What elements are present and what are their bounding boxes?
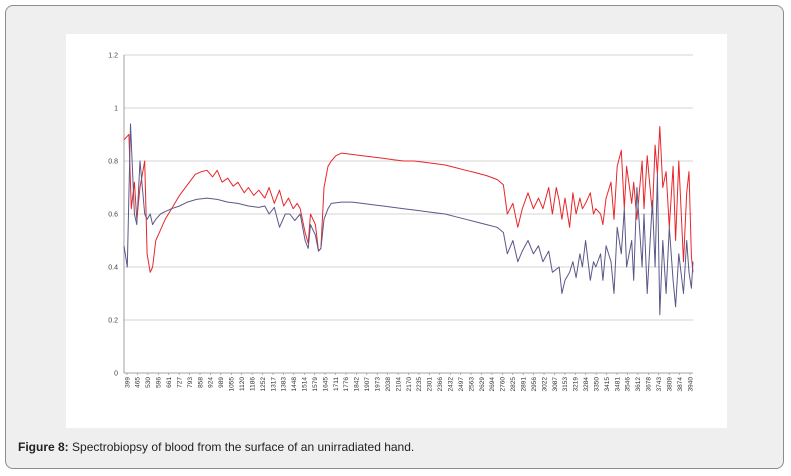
x-tick-label: 399 bbox=[124, 377, 131, 388]
x-tick-label: 1514 bbox=[302, 377, 309, 392]
x-tick-label: 727 bbox=[176, 377, 183, 388]
x-tick-label: 2432 bbox=[448, 377, 455, 392]
x-tick-label: 3087 bbox=[552, 377, 559, 392]
x-tick-label: 924 bbox=[208, 377, 215, 388]
x-tick-label: 2694 bbox=[489, 377, 496, 392]
y-tick-label: 0.8 bbox=[108, 159, 118, 166]
y-tick-label: 1 bbox=[114, 106, 118, 113]
x-tick-label: 1055 bbox=[229, 377, 236, 392]
x-tick-label: 1383 bbox=[281, 377, 288, 392]
x-tick-label: 1448 bbox=[291, 377, 298, 392]
figure-caption: Figure 8: Spectrobiopsy of blood from th… bbox=[18, 440, 414, 454]
series-line-blue bbox=[123, 123, 694, 316]
x-tick-label: 1973 bbox=[375, 377, 382, 392]
x-tick-label: 3153 bbox=[562, 377, 569, 392]
x-tick-label: 1252 bbox=[260, 377, 267, 392]
x-tick-label: 596 bbox=[156, 377, 163, 388]
x-tick-label: 661 bbox=[166, 377, 173, 388]
x-tick-label: 2760 bbox=[500, 377, 507, 392]
x-tick-label: 3219 bbox=[573, 377, 580, 392]
x-tick-label: 1317 bbox=[270, 377, 277, 392]
x-tick-label: 1645 bbox=[322, 377, 329, 392]
y-tick-label: 0 bbox=[114, 371, 118, 378]
y-tick-label: 0.6 bbox=[108, 212, 118, 219]
x-tick-label: 2563 bbox=[468, 377, 475, 392]
y-tick-label: 0.2 bbox=[108, 318, 118, 325]
x-tick-label: 2038 bbox=[385, 377, 392, 392]
series-line-red bbox=[123, 126, 694, 273]
x-tick-label: 1579 bbox=[312, 377, 319, 392]
x-tick-label: 2956 bbox=[531, 377, 538, 392]
x-tick-label: 3678 bbox=[646, 377, 653, 392]
y-tick-label: 1.2 bbox=[108, 53, 118, 60]
x-tick-label: 2629 bbox=[479, 377, 486, 392]
x-tick-label: 2170 bbox=[406, 377, 413, 392]
x-tick-label: 3940 bbox=[687, 377, 694, 392]
x-tick-label: 1711 bbox=[333, 377, 340, 391]
x-tick-label: 1120 bbox=[239, 377, 246, 391]
x-tick-label: 2301 bbox=[427, 377, 434, 392]
x-tick-label: 1907 bbox=[364, 377, 371, 392]
x-tick-label: 2891 bbox=[520, 377, 527, 392]
x-tick-label: 530 bbox=[145, 377, 152, 388]
x-tick-label: 989 bbox=[218, 377, 225, 388]
x-tick-label: 858 bbox=[197, 377, 204, 388]
x-tick-label: 3612 bbox=[635, 377, 642, 392]
x-tick-label: 3481 bbox=[614, 377, 621, 392]
x-tick-label: 2366 bbox=[437, 377, 444, 392]
x-tick-label: 465 bbox=[135, 377, 142, 388]
x-tick-label: 1776 bbox=[343, 377, 350, 392]
x-tick-label: 3546 bbox=[625, 377, 632, 392]
x-tick-label: 3809 bbox=[666, 377, 673, 392]
x-tick-label: 2235 bbox=[416, 377, 423, 392]
figure-caption-text: Spectrobiopsy of blood from the surface … bbox=[72, 440, 415, 454]
x-tick-label: 3415 bbox=[604, 377, 611, 392]
x-tick-label: 1186 bbox=[249, 377, 256, 391]
x-tick-label: 1842 bbox=[354, 377, 361, 392]
y-tick-label: 0.4 bbox=[108, 265, 118, 272]
figure-caption-label: Figure 8: bbox=[18, 440, 69, 454]
x-tick-label: 3022 bbox=[541, 377, 548, 392]
x-tick-label: 3874 bbox=[677, 377, 684, 392]
x-tick-label: 2497 bbox=[458, 377, 465, 392]
x-tick-label: 2104 bbox=[395, 377, 402, 392]
x-tick-label: 3743 bbox=[656, 377, 663, 392]
spectrum-line-chart: 0 0.2 0.4 0.6 0.8 1 1.2 399 465 530 596 661 727 793 8… bbox=[108, 53, 694, 392]
x-tick-label: 2825 bbox=[510, 377, 517, 392]
x-tick-label: 793 bbox=[187, 377, 194, 388]
chart-card: 0 0.2 0.4 0.6 0.8 1 1.2 399 465 530 596 661 727 793 8… bbox=[66, 34, 727, 428]
x-tick-label: 3350 bbox=[593, 377, 600, 392]
x-tick-label: 3284 bbox=[583, 377, 590, 392]
